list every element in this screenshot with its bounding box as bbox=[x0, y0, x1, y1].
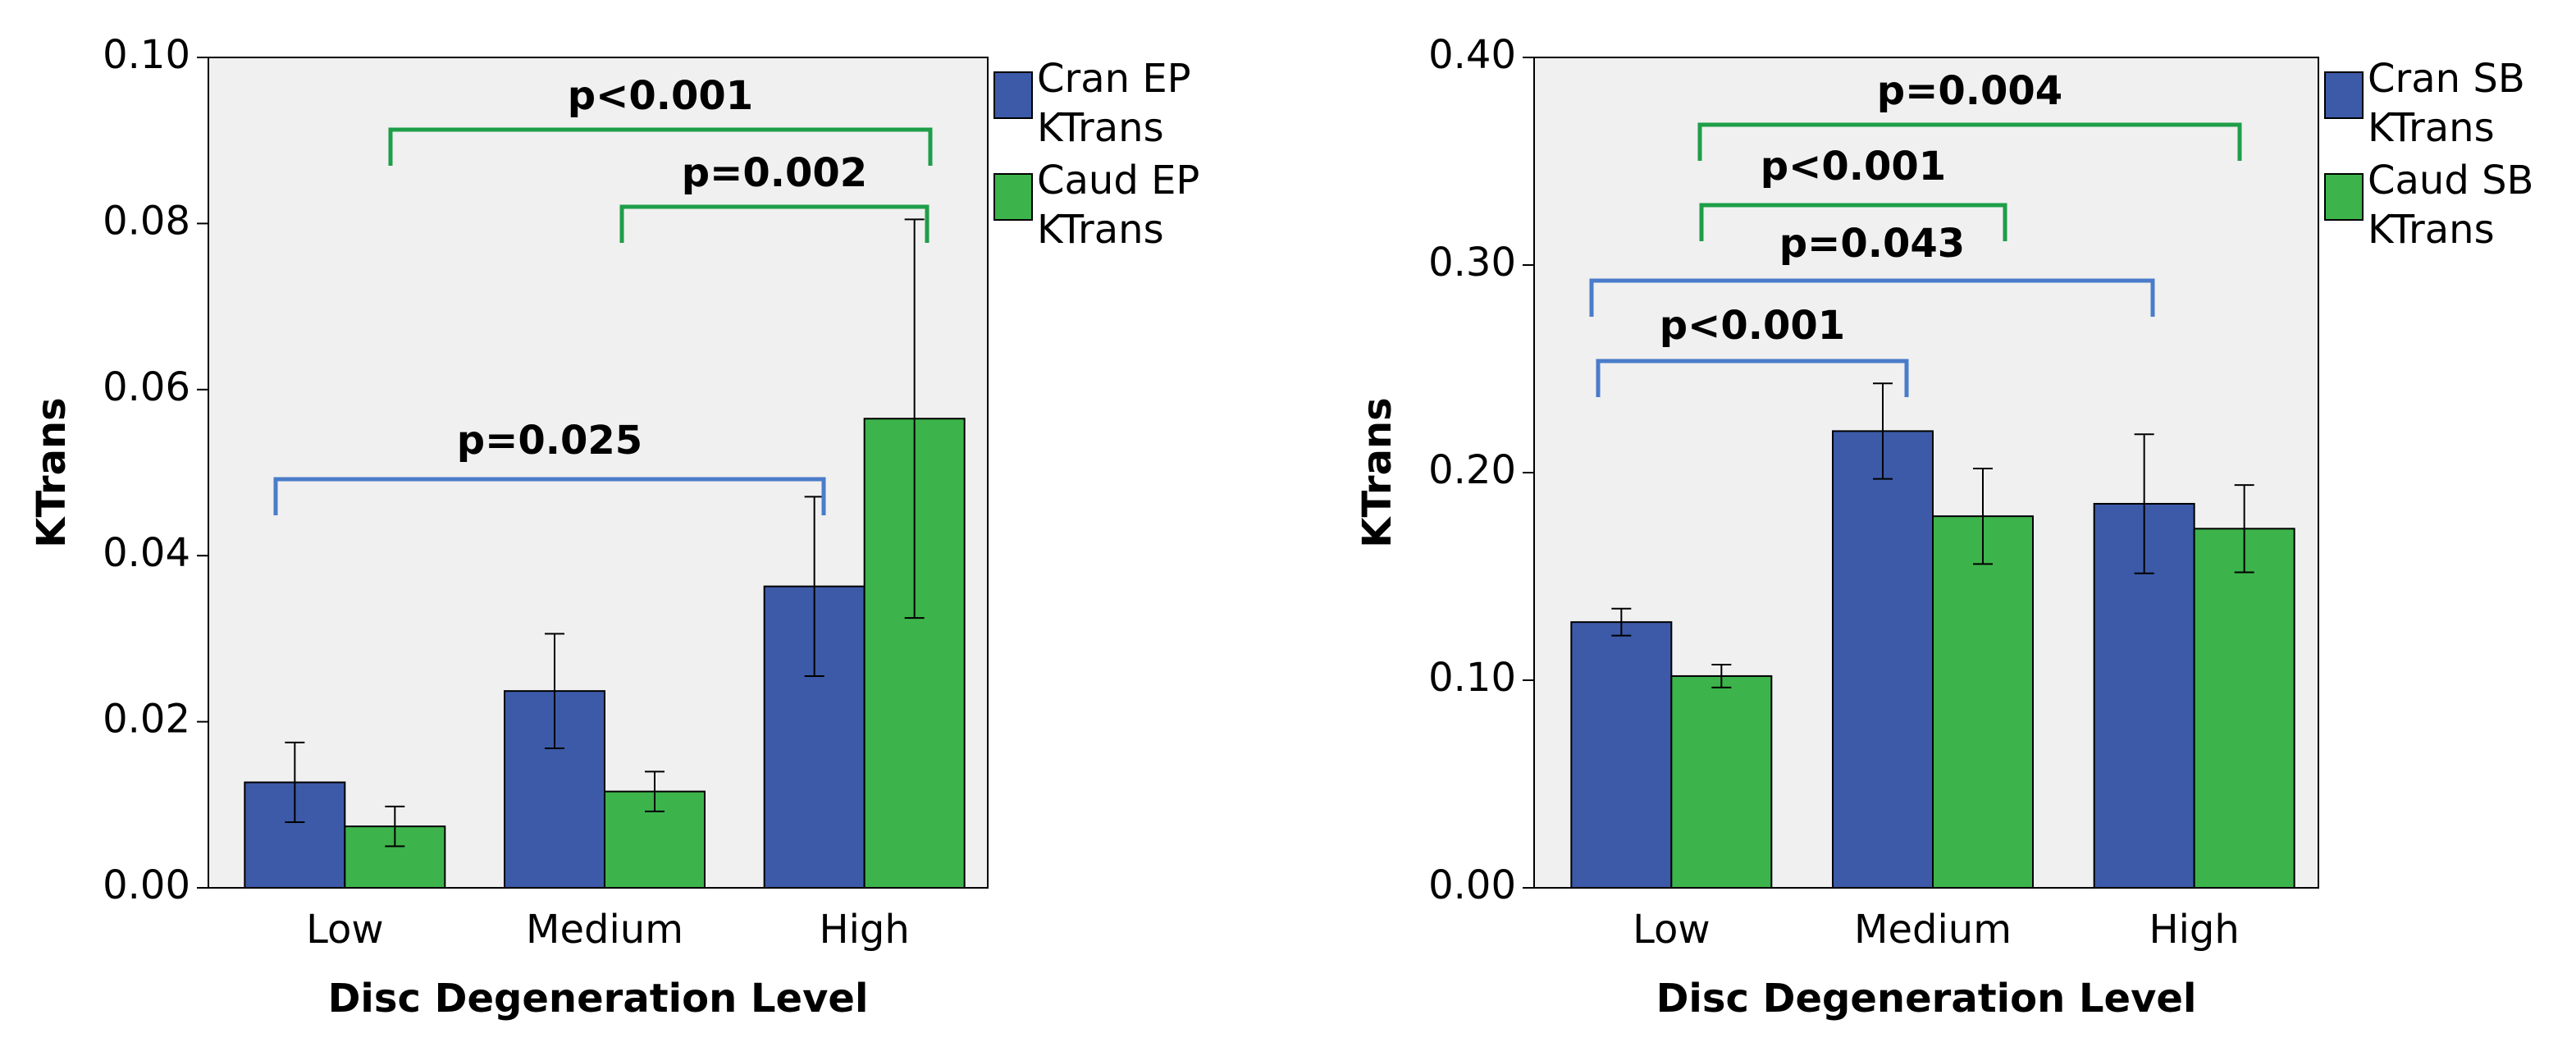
y-axis-title: KTrans bbox=[1354, 397, 1400, 547]
legend-label: Cran SB KTrans bbox=[2368, 56, 2525, 151]
significance-label: p=0.004 bbox=[1877, 68, 2062, 114]
significance-bracket bbox=[273, 477, 826, 515]
y-axis-title: KTrans bbox=[29, 397, 75, 547]
error-bar bbox=[2134, 433, 2154, 574]
x-axis-title: Disc Degeneration Level bbox=[1656, 976, 2197, 1022]
error-bar bbox=[645, 770, 665, 812]
bar bbox=[1570, 621, 1673, 889]
legend-entry: Cran EP KTrans bbox=[1037, 56, 1191, 151]
error-bar bbox=[2234, 484, 2254, 574]
significance-bracket bbox=[1699, 203, 2007, 241]
x-tick-label: Low bbox=[306, 907, 384, 953]
bar bbox=[1670, 674, 1773, 889]
significance-bracket bbox=[388, 127, 933, 166]
significance-bracket bbox=[1589, 278, 2155, 317]
error-bar bbox=[385, 805, 405, 848]
significance-label: p=0.002 bbox=[682, 150, 867, 196]
y-tick-label: 0.00 bbox=[103, 862, 190, 908]
x-tick-label: High bbox=[820, 907, 910, 953]
legend-label: Caud EP KTrans bbox=[1037, 158, 1200, 253]
legend-entry: Caud EP KTrans bbox=[1037, 158, 1200, 253]
significance-bracket bbox=[1596, 359, 1909, 397]
y-tick-label: 0.30 bbox=[1428, 240, 1516, 286]
y-tick-label: 0.08 bbox=[103, 198, 190, 244]
legend-entry: Cran SB KTrans bbox=[2368, 56, 2525, 151]
y-tick-label: 0.40 bbox=[1428, 32, 1516, 78]
y-tick-label: 0.04 bbox=[103, 530, 190, 576]
x-axis-title: Disc Degeneration Level bbox=[328, 976, 869, 1022]
significance-bracket bbox=[619, 204, 929, 243]
x-tick-label: Medium bbox=[1854, 907, 2012, 953]
legend-swatch bbox=[993, 173, 1033, 221]
error-bar bbox=[545, 633, 564, 749]
legend-swatch bbox=[993, 71, 1033, 119]
bar bbox=[2193, 528, 2295, 889]
significance-label: p<0.001 bbox=[568, 73, 753, 119]
bar bbox=[1932, 515, 2034, 889]
x-tick-label: High bbox=[2149, 907, 2240, 953]
significance-label: p=0.043 bbox=[1779, 221, 1965, 267]
bar bbox=[1832, 430, 1934, 889]
y-tick-label: 0.02 bbox=[103, 697, 190, 743]
error-bar bbox=[1973, 467, 1993, 565]
error-bar bbox=[804, 496, 824, 677]
legend-swatch bbox=[2324, 71, 2364, 119]
y-tick-label: 0.20 bbox=[1428, 447, 1516, 493]
legend-entry: Caud SB KTrans bbox=[2368, 158, 2534, 253]
error-bar bbox=[1611, 607, 1632, 637]
error-bar bbox=[1711, 664, 1732, 688]
significance-label: p=0.025 bbox=[457, 418, 642, 464]
y-tick-label: 0.10 bbox=[1428, 655, 1516, 701]
legend-label: Caud SB KTrans bbox=[2368, 158, 2534, 253]
error-bar bbox=[285, 741, 305, 824]
significance-bracket bbox=[1697, 122, 2242, 161]
y-tick-label: 0.06 bbox=[103, 364, 190, 410]
y-tick-label: 0.10 bbox=[103, 32, 190, 78]
x-tick-label: Low bbox=[1633, 907, 1710, 953]
x-tick-label: Medium bbox=[526, 907, 683, 953]
significance-label: p<0.001 bbox=[1761, 144, 1946, 190]
error-bar bbox=[904, 218, 925, 620]
error-bar bbox=[1873, 382, 1893, 480]
legend-swatch bbox=[2324, 173, 2364, 221]
legend-label: Cran EP KTrans bbox=[1037, 56, 1191, 151]
y-tick-label: 0.00 bbox=[1428, 862, 1516, 908]
significance-label: p<0.001 bbox=[1660, 303, 1845, 349]
